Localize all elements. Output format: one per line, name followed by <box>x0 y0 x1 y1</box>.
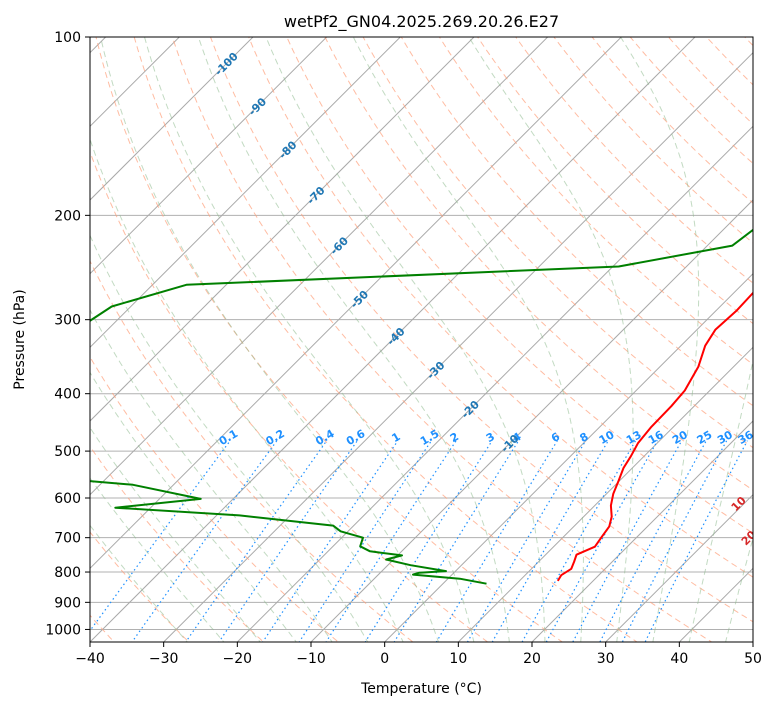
mixing-ratio-line <box>325 440 457 642</box>
y-axis-title: Pressure (hPa) <box>12 289 28 389</box>
x-tick-label: −40 <box>75 651 105 667</box>
x-tick-label: 50 <box>744 651 762 667</box>
isotherm-line <box>90 37 475 422</box>
isotherm-line <box>90 37 623 570</box>
mixing-ratio-line <box>393 440 520 642</box>
x-axis-title: Temperature (°C) <box>360 681 482 697</box>
isotherm-line <box>90 37 328 275</box>
mixing-ratio-line <box>572 440 683 642</box>
dry-adiabat-line <box>95 37 564 642</box>
mixing-ratio-line <box>435 440 558 642</box>
mixing-ratio-line <box>621 440 728 642</box>
moist-adiabat-line <box>725 536 753 642</box>
dry-adiabat-line <box>90 259 414 642</box>
dry-adiabat-line <box>438 37 753 366</box>
moist-adiabat-line <box>90 371 297 642</box>
y-tick-label: 600 <box>54 491 81 507</box>
isotherm-line <box>604 493 753 642</box>
y-tick-label: 400 <box>54 387 81 403</box>
y-tick-label: 300 <box>54 313 81 329</box>
dry-adiabat-line <box>248 37 753 578</box>
mixing-ratio-line <box>545 440 659 642</box>
dry-adiabat-line <box>90 445 265 642</box>
y-axis-ticks: 100 200 300 400 500 600 700 800 900 1000 <box>45 30 90 638</box>
isotherm-line <box>236 125 753 642</box>
isotherm-line <box>531 420 753 642</box>
y-tick-label: 700 <box>54 531 81 547</box>
moist-adiabat-line <box>90 426 261 642</box>
y-tick-label: 100 <box>54 30 81 46</box>
x-tick-label: −30 <box>149 651 179 667</box>
isotherm-line <box>90 37 254 201</box>
sounding-profiles <box>90 228 753 585</box>
x-tick-label: 40 <box>670 651 688 667</box>
x-tick-label: 10 <box>449 651 467 667</box>
moist-adiabat-line <box>468 37 634 642</box>
mixing-ratio-line <box>185 440 328 642</box>
moist-adiabat-line <box>90 308 333 642</box>
y-tick-label: 500 <box>54 444 81 460</box>
moist-adiabat-line <box>90 477 225 642</box>
dry-adiabat-lines <box>90 37 753 642</box>
dry-adiabat-line <box>90 531 190 642</box>
mixing-ratio-lines <box>90 440 748 642</box>
moist-adiabat-line <box>265 37 546 642</box>
mixing-ratio-line <box>298 440 432 642</box>
isotherm-line <box>383 272 753 642</box>
x-axis-ticks: −40 −30 −20 −10 0 10 20 30 40 50 <box>75 642 762 667</box>
mixing-ratio-line <box>90 440 231 632</box>
mixing-ratio-line <box>644 440 748 642</box>
mixing-ratio-label: 36 <box>736 428 756 447</box>
moist-adiabat-lines <box>90 37 753 642</box>
isotherm-line <box>310 199 753 642</box>
y-tick-label: 1000 <box>45 622 81 638</box>
x-tick-label: 0 <box>380 651 389 667</box>
plot-area: 0.1 0.2 0.4 0.6 1 1.5 2 3 4 6 8 10 13 16 20 25 30 36-100-… <box>90 37 756 642</box>
dry-adiabat-line <box>209 37 753 623</box>
moist-adiabat-line <box>143 37 475 642</box>
mixing-ratio-line <box>599 440 707 642</box>
x-tick-label: −20 <box>223 651 253 667</box>
dewpoint-profile-line <box>90 228 753 585</box>
mixing-ratio-line <box>364 440 493 642</box>
isotherm-lines <box>90 37 753 642</box>
x-tick-label: −10 <box>296 651 326 667</box>
dry-adiabat-line <box>400 37 753 407</box>
isotherm-line <box>90 37 696 642</box>
isotherm-line <box>90 37 549 496</box>
dry-adiabat-line <box>133 37 638 642</box>
y-tick-label: 900 <box>54 595 81 611</box>
x-tick-label: 20 <box>523 651 541 667</box>
dry-adiabat-line <box>477 37 753 325</box>
x-tick-label: 30 <box>597 651 615 667</box>
isotherm-line <box>162 51 753 642</box>
moist-adiabat-line <box>90 234 369 642</box>
moist-adiabat-line <box>197 37 510 642</box>
moist-adiabat-line <box>620 37 700 642</box>
mixing-ratio-line <box>131 440 278 642</box>
y-tick-label: 800 <box>54 565 81 581</box>
y-tick-label: 200 <box>54 208 81 224</box>
dry-adiabat-line <box>286 37 753 534</box>
moist-adiabat-line <box>352 37 584 642</box>
dry-adiabat-line <box>171 37 713 642</box>
plot-frame <box>89 36 754 643</box>
chart-title: wetPf2_GN04.2025.269.20.26.E27 <box>284 12 559 32</box>
temperature-profile-line <box>556 291 753 582</box>
isotherm-line <box>457 346 753 642</box>
pressure-gridlines <box>90 37 753 630</box>
isotherm-line <box>90 37 402 349</box>
moist-adiabat-line <box>688 358 753 642</box>
